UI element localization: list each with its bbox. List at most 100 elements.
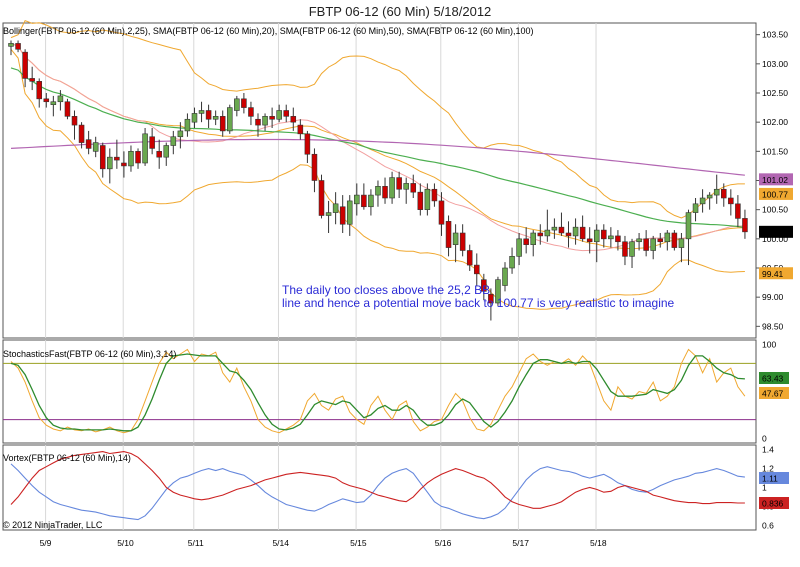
up-candle [629,238,635,268]
x-tick-label: 5/15 [350,538,367,548]
up-candle [212,110,219,126]
overlay-layer [3,19,756,421]
sma50-line [10,67,745,229]
stoch-panel-frame [2,339,757,444]
stoch-tick-label: 100 [762,340,776,350]
candle-body [135,151,141,164]
candle-body [431,188,438,202]
stoch-value-tag: 47.67 [759,387,789,399]
candle-body [290,116,297,123]
vort-panel-frame [2,444,757,531]
down-candle [643,230,649,257]
up-candle [227,104,233,134]
down-candle [156,139,162,169]
candle-body [382,186,388,199]
up-candle [706,192,713,210]
up-candle [403,177,409,204]
candle-body [304,133,311,155]
stoch-series-line [10,348,746,434]
down-candle [361,183,367,210]
candle-body [269,116,275,120]
candle-body [650,238,656,251]
down-candle [488,288,494,321]
candle-body [368,194,374,208]
candle-body [50,101,57,105]
up-candle [509,247,515,274]
x-tick-label: 5/10 [117,538,134,548]
candle-body [438,200,445,225]
price-tag-bg [759,173,793,186]
down-candle [537,224,544,245]
candle-body [198,110,205,114]
price-tick-label: 102.50 [762,88,788,98]
candle-body [544,229,551,237]
down-candle [269,107,275,128]
up-candle [57,90,64,111]
candle-body [551,226,558,231]
candle-body [678,238,685,248]
down-candle [742,209,748,239]
up-candle [593,224,600,263]
down-candle [318,174,325,219]
down-candle [431,183,438,207]
down-candle [85,130,92,155]
sma100-line [10,138,745,176]
price-tag-bg [759,267,793,280]
candle-body [643,238,649,251]
candle-body [622,241,628,257]
up-candle [50,95,57,117]
candle-body [78,124,85,143]
candle-body [184,118,191,132]
down-candle [297,119,304,140]
down-candle [71,110,78,140]
bollinger-middle-line [10,42,745,250]
price-tick-label: 100.00 [762,234,788,244]
up-candle [692,198,699,222]
up-candle [495,276,501,306]
down-candle [135,148,141,169]
up-candle [276,104,282,123]
x-tick-label: 5/18 [590,538,607,548]
up-candle [184,113,191,137]
candle-body [318,180,325,216]
down-candle [219,110,226,137]
candle-body [219,116,226,132]
up-candle [8,40,14,56]
x-tick-label: 5/9 [40,538,52,548]
candle-body [85,139,92,149]
candle-body [121,162,127,167]
up-candle [375,180,381,207]
down-candle [311,148,318,193]
stoch-panel-label: StochasticsFast(FBTP 06-12 (60 Min),3,14… [3,349,176,359]
up-candle [678,233,685,263]
candle-body [424,188,431,210]
candle-body [537,232,544,237]
up-candle [262,113,268,131]
down-candle [474,253,480,286]
down-candle [114,139,120,169]
candle-body [346,200,353,225]
up-candle [163,142,170,166]
candle-body [71,116,78,126]
candle-body [36,81,42,100]
x-tick-label: 5/14 [272,538,289,548]
candle-body [99,145,106,170]
candle-body [332,203,339,213]
down-candle [615,230,621,251]
up-candle [424,183,431,216]
up-candle [368,189,374,216]
candle-body [339,206,346,225]
candle-body [283,110,289,117]
candle-body [417,191,424,210]
candle-body [671,232,678,248]
up-candle [191,107,198,128]
candle-body [255,118,261,126]
down-candle [304,130,311,163]
up-candle [699,189,706,213]
x-tick-label: 5/11 [188,538,204,548]
candle-body [692,203,699,213]
candle-body [276,110,282,120]
up-candle [685,209,692,266]
vortex-value-tag: 0.836 [759,497,789,509]
vortex-value-tag: 1.11 [759,472,789,484]
